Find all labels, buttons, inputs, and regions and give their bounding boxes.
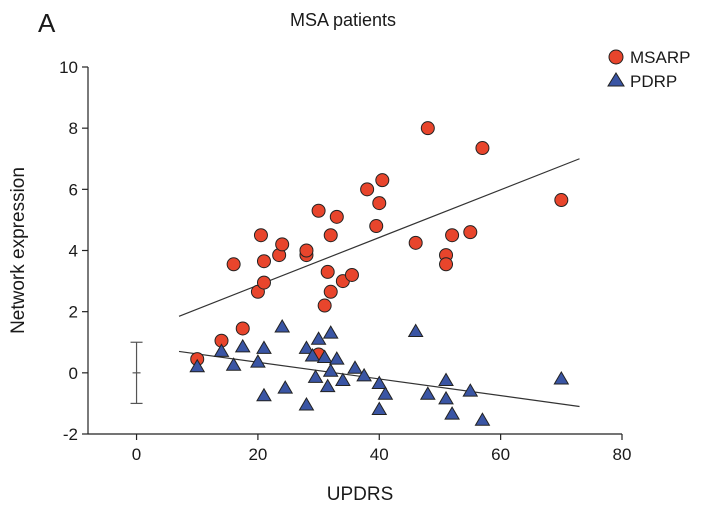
y-tick-label-8: 8 [69,119,78,138]
pdrp-point-18 [328,351,345,365]
msarp-point-14 [323,284,338,299]
pdrp-point-22 [371,375,388,390]
pdrp-point-28 [438,390,454,405]
msarp-point-18 [329,209,344,224]
x-tick-label-60: 60 [491,445,510,464]
pdrp-point-24 [377,386,394,400]
legend-item-pdrp: PDRP [607,72,677,91]
msarp-point-6 [253,228,268,243]
msarp-point-22 [372,196,387,211]
msarp-point-28 [439,257,454,272]
pdrp-point-20 [347,360,363,374]
legend-marker-msarp [608,49,624,65]
x-tick-label-0: 0 [132,445,141,464]
panel-label: A [38,8,56,38]
msarp-point-20 [344,267,359,282]
msarp-point-25 [408,235,423,250]
y-tick-label-0: 0 [69,364,78,383]
msarp-point-16 [323,228,338,243]
msarp-point-24 [369,219,384,234]
legend-label-pdrp: PDRP [630,72,677,91]
msarp-point-31 [475,141,490,156]
pdrp-point-19 [334,372,351,386]
legend-label-msarp: MSARP [630,48,690,67]
msarp-point-29 [445,228,460,243]
msarp-point-17 [311,203,326,218]
y-tick-label-4: 4 [69,242,78,261]
pdrp-point-9 [298,340,315,354]
pdrp-point-7 [274,318,291,333]
pdrp-point-0 [189,358,206,373]
pdrp-point-17 [322,363,339,377]
trend-line-msarp [178,158,580,317]
y-tick-label-2: 2 [69,303,78,322]
pdrp-point-15 [319,378,336,393]
pdrp-point-2 [225,357,242,371]
pdrp-point-8 [277,380,294,394]
y-axis-title: Network expression [8,167,29,334]
pdrp-point-27 [438,372,454,386]
pdrp-point-10 [298,396,315,411]
pdrp-point-12 [310,331,327,345]
msarp-point-30 [463,225,478,240]
pdrp-point-13 [307,369,324,383]
msarp-point-21 [360,182,375,197]
pdrp-point-23 [371,401,388,416]
pdrp-point-6 [256,387,272,402]
pdrp-point-16 [322,325,339,339]
chart-title: MSA patients [290,10,396,30]
y-axis-ticks: -2 0 2 4 6 8 10 [59,58,88,444]
msarp-point-23 [375,173,390,188]
msarp-point-2 [235,321,250,336]
pdrp-point-4 [250,354,266,368]
pdrp-point-11 [304,348,321,362]
pdrp-point-26 [419,386,436,400]
pdrp-point-25 [407,323,424,338]
y-tick-label--2: -2 [63,425,78,444]
pdrp-point-1 [213,343,230,357]
y-tick-label-10: 10 [59,58,78,77]
msarp-point-13 [317,298,332,313]
x-tick-label-40: 40 [370,445,389,464]
msarp-point-5 [256,275,271,290]
legend-marker-pdrp [607,72,625,87]
legend-item-msarp: MSARP [608,48,690,67]
msarp-point-7 [256,254,271,269]
pdrp-point-32 [553,370,570,385]
msarp-point-9 [275,237,290,252]
pdrp-point-21 [356,367,372,382]
msarp-point-32 [554,193,569,208]
legend: MSARP PDRP [607,48,690,91]
pdrp-point-30 [462,383,479,397]
pdrp-point-29 [444,406,460,420]
msarp-point-15 [320,264,335,279]
pdrp-point-14 [316,349,333,364]
msarp-point-3 [226,257,241,272]
x-tick-label-80: 80 [613,445,632,464]
pdrp-point-5 [256,340,272,354]
error-bar [130,341,143,405]
pdrp-point-3 [234,338,251,353]
data-points [189,121,570,426]
pdrp-point-31 [474,412,491,426]
y-tick-label-6: 6 [69,180,78,199]
msarp-point-11 [299,243,314,258]
msarp-point-26 [420,121,435,136]
x-tick-label-20: 20 [248,445,267,464]
x-axis-title: UPDRS [327,484,394,505]
x-axis-ticks: 0 20 40 60 80 [132,434,632,464]
